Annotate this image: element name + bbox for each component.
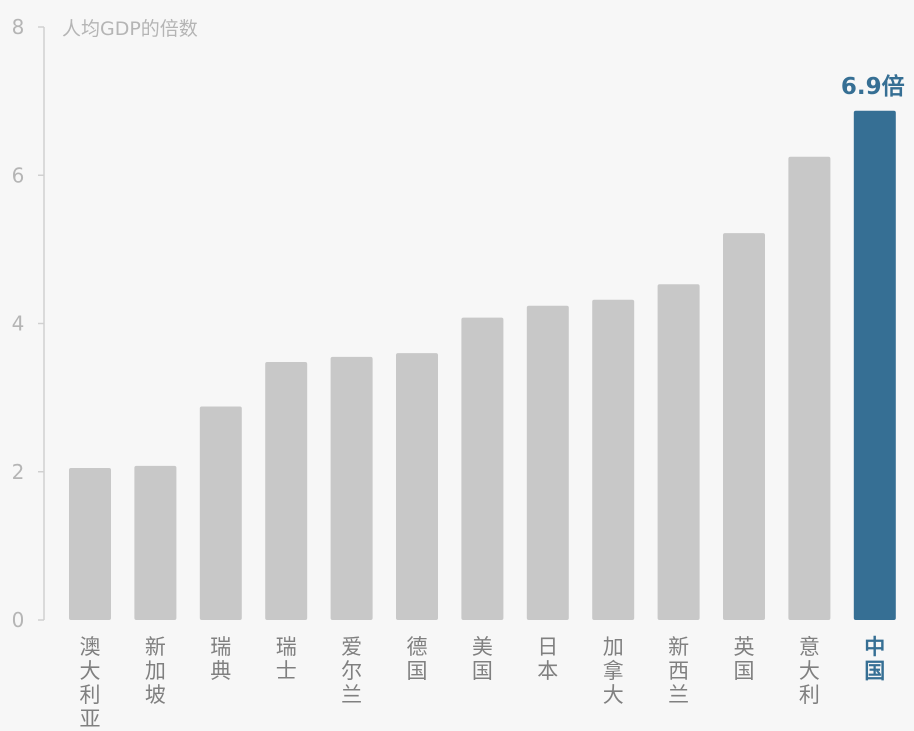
category-label: 澳大利亚 bbox=[80, 635, 101, 731]
bar bbox=[199, 406, 242, 620]
category-label: 中国 bbox=[864, 635, 885, 683]
category-label: 新西兰 bbox=[668, 635, 689, 707]
category-label: 瑞典 bbox=[210, 635, 231, 683]
bar bbox=[526, 305, 569, 620]
bar bbox=[592, 299, 635, 620]
bar bbox=[134, 465, 177, 620]
y-tick-label: 6 bbox=[12, 163, 25, 187]
bar bbox=[788, 156, 831, 620]
category-label: 爱尔兰 bbox=[341, 635, 362, 707]
category-label: 日本 bbox=[537, 635, 558, 683]
category-label: 新加坡 bbox=[145, 635, 166, 707]
category-label: 加拿大 bbox=[603, 635, 624, 707]
y-axis-label: 人均GDP的倍数 bbox=[62, 18, 198, 40]
bar bbox=[657, 284, 700, 620]
category-label: 意大利 bbox=[799, 635, 820, 707]
bars bbox=[69, 110, 896, 620]
y-tick-label: 2 bbox=[12, 460, 25, 484]
bar bbox=[853, 110, 896, 620]
bar bbox=[69, 468, 111, 620]
highlight-annotation: 6.9倍 bbox=[841, 73, 905, 100]
y-tick-label: 8 bbox=[12, 15, 25, 39]
bar bbox=[396, 353, 438, 620]
category-label: 英国 bbox=[734, 635, 755, 683]
y-axis-ticks: 0 2 4 6 8 bbox=[12, 15, 44, 632]
category-label: 美国 bbox=[472, 635, 493, 683]
y-tick-label: 4 bbox=[12, 312, 25, 336]
y-tick-label: 0 bbox=[12, 608, 25, 632]
bar bbox=[330, 356, 373, 620]
category-label: 瑞士 bbox=[276, 635, 297, 683]
bar bbox=[265, 362, 308, 620]
category-label: 德国 bbox=[407, 635, 428, 683]
bar bbox=[723, 233, 765, 620]
bar bbox=[461, 317, 504, 620]
